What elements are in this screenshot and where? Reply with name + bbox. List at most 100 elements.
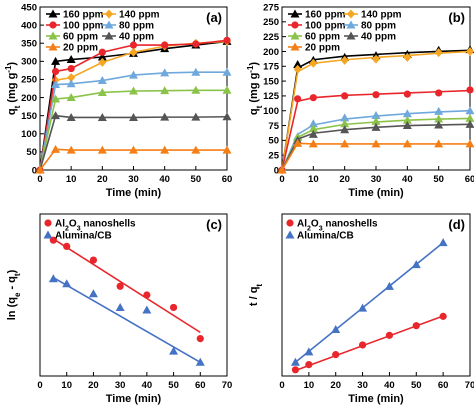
legend-swatch-marker	[290, 42, 300, 51]
x-tick-label: 60	[438, 380, 449, 391]
data-point	[63, 242, 71, 250]
data-point	[51, 80, 61, 89]
series-b-0	[277, 45, 474, 174]
data-point	[222, 67, 232, 76]
x-tick-label: 50	[191, 174, 202, 185]
series-b-1	[278, 46, 474, 175]
data-point	[66, 79, 76, 88]
series-line	[39, 114, 228, 171]
legend-swatch-marker	[290, 31, 300, 40]
data-point	[402, 109, 412, 118]
legend-label: 20 ppm	[305, 43, 340, 54]
data-point	[465, 139, 474, 148]
data-point	[291, 366, 300, 374]
x-tick-label: 10	[66, 174, 77, 185]
data-point	[98, 57, 107, 67]
data-point	[129, 70, 138, 79]
data-point	[66, 93, 76, 102]
data-point	[465, 113, 474, 122]
data-point	[67, 73, 76, 83]
x-tick-label: 30	[357, 380, 368, 391]
data-point	[293, 59, 303, 68]
series-line	[281, 142, 470, 171]
y-tick-label: 175	[263, 62, 280, 73]
data-point	[196, 335, 204, 343]
series-d-0	[291, 312, 447, 374]
y-tick-label: 150	[21, 111, 37, 122]
data-point	[331, 324, 341, 333]
data-point	[402, 115, 412, 124]
y-tick-label: 100	[21, 129, 37, 140]
data-point	[66, 112, 76, 121]
data-point	[191, 67, 201, 76]
data-point	[371, 122, 381, 131]
data-point	[308, 124, 318, 133]
x-tick-label: 10	[61, 380, 72, 391]
data-point	[97, 52, 107, 61]
y-axis-title: t / qt	[248, 284, 264, 307]
panel-label: (a)	[206, 10, 222, 25]
data-point	[97, 145, 107, 154]
x-tick-label: 0	[37, 174, 42, 185]
y-tick-label: 450	[21, 2, 37, 13]
y-tick-label: 50	[268, 136, 279, 147]
y-axis-title: ln (qe - qt)	[6, 269, 22, 320]
data-point	[358, 341, 367, 349]
data-point	[434, 139, 444, 148]
x-tick-label: 0	[37, 380, 42, 391]
series-line	[281, 50, 471, 171]
data-point	[67, 64, 75, 73]
fit-line	[294, 241, 444, 363]
data-point	[411, 260, 421, 269]
data-point	[116, 282, 124, 290]
data-point	[435, 89, 443, 97]
legend-swatch-marker	[105, 9, 113, 19]
data-point	[160, 68, 170, 77]
data-point	[51, 111, 61, 120]
series-b-3	[277, 106, 474, 174]
data-point	[332, 351, 340, 359]
x-tick-label: 30	[371, 174, 382, 185]
y-tick-label: 0	[32, 165, 37, 176]
legend-swatch-marker	[286, 219, 294, 227]
legend-label: Alumina/CB	[55, 231, 112, 242]
data-point	[129, 86, 138, 95]
x-axis-title: Time (min)	[106, 393, 162, 405]
data-point	[403, 52, 412, 62]
panel-label: (d)	[448, 217, 465, 232]
data-point	[161, 41, 169, 49]
data-point	[293, 64, 302, 74]
legend-label: 160 ppm	[305, 10, 346, 21]
data-point	[340, 113, 350, 122]
y-tick-label: 250	[263, 17, 279, 28]
x-tick-label: 50	[433, 174, 444, 185]
data-point	[384, 281, 394, 290]
data-point	[143, 291, 151, 299]
data-point	[466, 86, 474, 94]
data-point	[129, 47, 138, 57]
data-point	[195, 357, 205, 366]
plot-frame	[281, 213, 471, 377]
series-c-0	[49, 236, 204, 343]
data-point	[97, 76, 107, 85]
data-point	[340, 139, 350, 148]
data-point	[438, 238, 448, 247]
data-point	[51, 56, 61, 65]
data-point	[169, 346, 179, 355]
data-point	[192, 40, 200, 48]
x-tick-label: 40	[159, 174, 170, 185]
data-point	[129, 112, 138, 121]
legend-label: 20 ppm	[63, 43, 98, 54]
legend-label: 100 ppm	[63, 21, 104, 32]
x-tick-label: 10	[308, 174, 319, 185]
data-point	[51, 144, 61, 153]
data-point	[191, 85, 201, 94]
series-line	[281, 117, 471, 171]
y-tick-label: 350	[21, 39, 37, 50]
x-tick-label: 40	[402, 174, 413, 185]
data-point	[277, 165, 287, 174]
data-point	[191, 145, 201, 154]
x-tick-label: 50	[168, 380, 179, 391]
